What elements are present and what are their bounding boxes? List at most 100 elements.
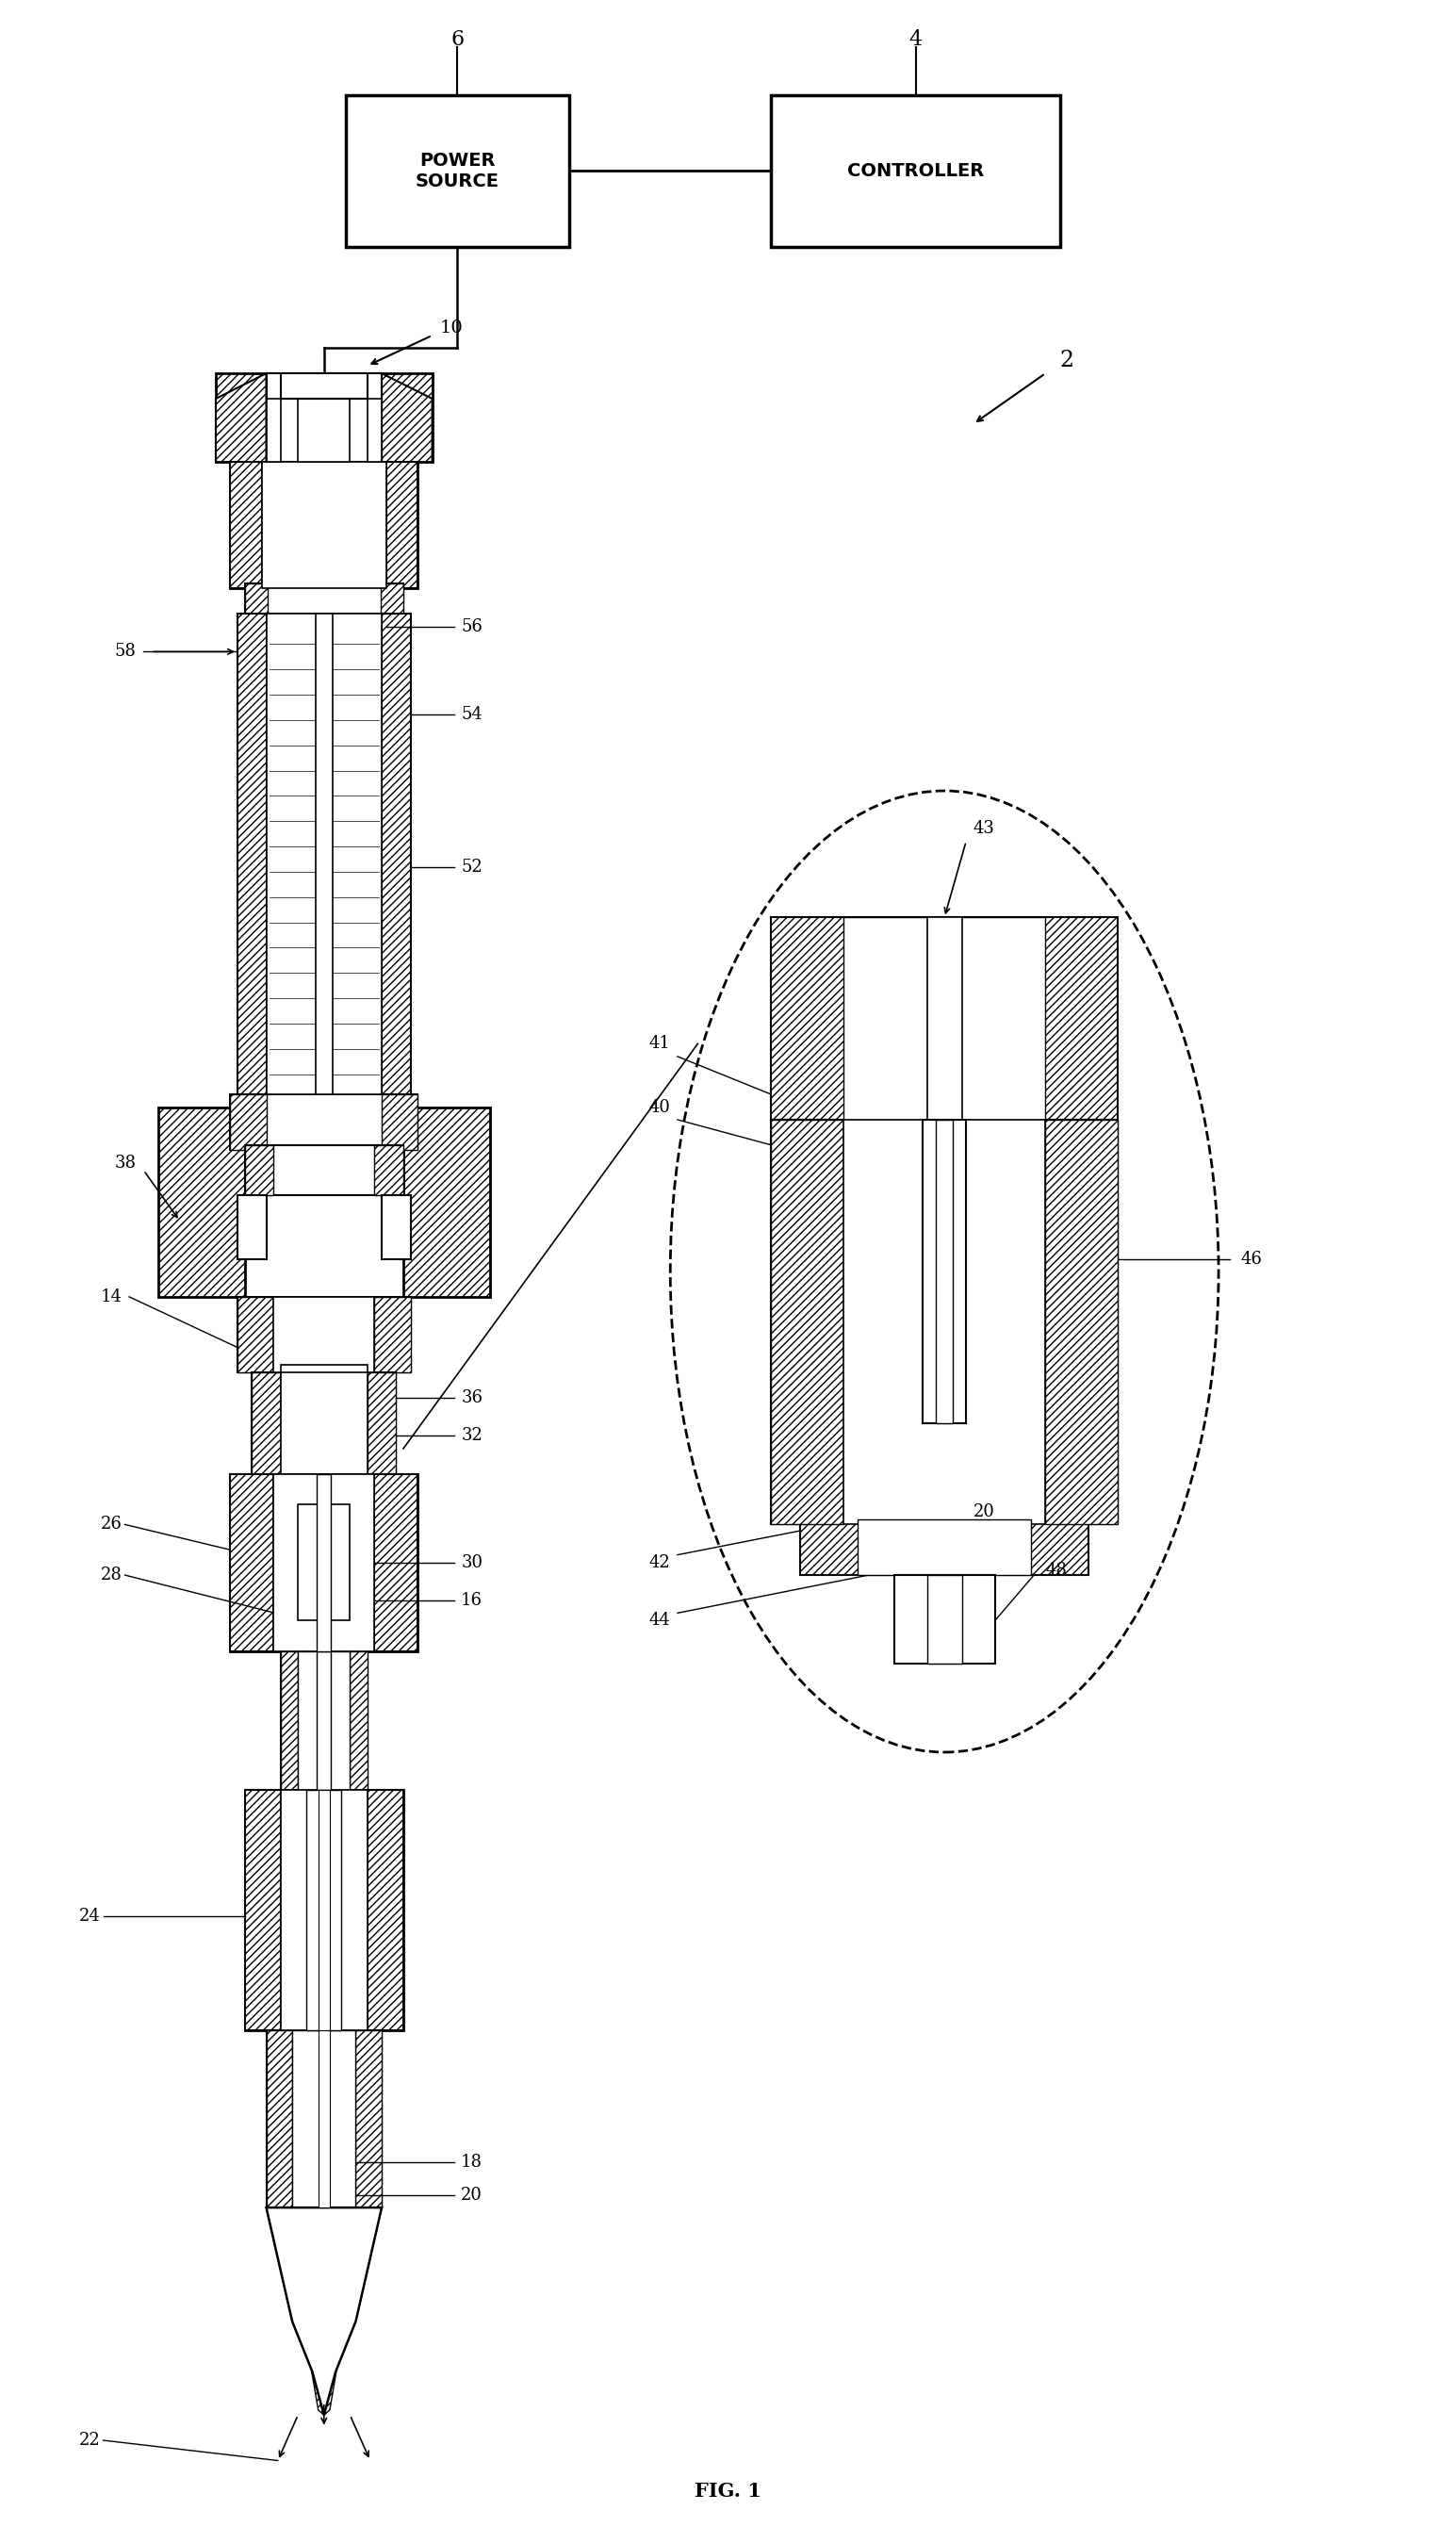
Bar — [230, 1093, 266, 1149]
Text: 20: 20 — [973, 1503, 994, 1521]
Bar — [319, 2029, 329, 2207]
Text: 16: 16 — [462, 1592, 483, 1610]
Text: 2: 2 — [1060, 351, 1075, 371]
Text: 40: 40 — [649, 1099, 670, 1116]
Bar — [281, 374, 367, 399]
Bar — [298, 374, 349, 463]
Bar — [245, 582, 403, 613]
Bar — [252, 1373, 396, 1475]
Bar — [237, 1195, 266, 1259]
Text: 18: 18 — [462, 2154, 483, 2172]
Bar — [159, 1106, 245, 1297]
Bar — [307, 1790, 341, 2029]
Bar — [230, 463, 262, 587]
Bar — [801, 1518, 1089, 1574]
Text: 38: 38 — [115, 1155, 137, 1172]
Bar — [262, 463, 386, 587]
Bar — [293, 2029, 355, 2207]
Polygon shape — [266, 2207, 325, 2416]
Bar — [215, 374, 432, 463]
Bar — [772, 918, 1118, 1119]
Bar — [355, 2029, 381, 2207]
Bar — [237, 1297, 411, 1373]
Text: 30: 30 — [462, 1554, 483, 1572]
Bar — [266, 374, 381, 463]
Bar — [281, 1650, 298, 1790]
Polygon shape — [381, 374, 432, 463]
Bar — [230, 1475, 418, 1650]
Bar — [858, 1518, 1031, 1574]
Text: 28: 28 — [100, 1566, 122, 1584]
Bar — [381, 1195, 411, 1259]
Bar — [237, 1297, 274, 1373]
Bar — [266, 613, 381, 1093]
Bar — [374, 1144, 403, 1195]
Bar — [237, 613, 266, 1093]
Bar — [281, 1650, 367, 1790]
Bar — [274, 1475, 374, 1650]
Text: 36: 36 — [462, 1388, 483, 1406]
Text: POWER
SOURCE: POWER SOURCE — [415, 153, 499, 191]
Bar — [266, 2029, 381, 2207]
Polygon shape — [772, 1119, 843, 1523]
Bar — [266, 399, 281, 463]
Bar — [367, 1373, 396, 1475]
Bar — [386, 463, 418, 587]
Text: 54: 54 — [462, 707, 482, 722]
Polygon shape — [215, 374, 266, 463]
Text: 24: 24 — [79, 1907, 100, 1925]
Bar — [927, 1574, 962, 1663]
Bar — [298, 1505, 349, 1620]
Text: 44: 44 — [649, 1612, 670, 1630]
Text: 43: 43 — [973, 821, 994, 837]
Bar — [927, 918, 962, 1119]
Bar — [252, 1373, 281, 1475]
Text: 52: 52 — [462, 857, 482, 875]
Bar — [245, 1144, 274, 1195]
Bar — [374, 1297, 411, 1373]
Text: 10: 10 — [440, 320, 463, 336]
Bar — [345, 94, 569, 247]
Bar — [381, 613, 411, 1093]
Bar — [380, 582, 403, 613]
Bar — [274, 1297, 374, 1373]
Text: 48: 48 — [1045, 1561, 1067, 1579]
Bar — [230, 463, 418, 587]
Text: CONTROLLER: CONTROLLER — [847, 163, 984, 181]
Bar — [894, 1574, 994, 1663]
Polygon shape — [266, 2207, 381, 2416]
Bar — [403, 1106, 489, 1297]
Text: 6: 6 — [451, 28, 464, 51]
Bar — [230, 1475, 274, 1650]
Bar — [936, 1119, 954, 1424]
Bar — [245, 1790, 403, 2029]
Text: 4: 4 — [909, 28, 922, 51]
Polygon shape — [1045, 1119, 1118, 1523]
Bar — [281, 1790, 367, 2029]
Bar — [230, 1093, 418, 1149]
Text: FIG. 1: FIG. 1 — [695, 2482, 761, 2500]
Text: 42: 42 — [649, 1554, 670, 1572]
Text: 26: 26 — [100, 1516, 122, 1533]
Polygon shape — [325, 2207, 381, 2416]
Text: 46: 46 — [1241, 1251, 1262, 1266]
Bar — [843, 918, 1045, 1119]
Bar — [367, 399, 381, 463]
Bar — [923, 1119, 967, 1424]
Bar — [245, 582, 268, 613]
Bar — [245, 1790, 281, 2029]
Text: 14: 14 — [100, 1289, 122, 1305]
Text: 20: 20 — [462, 2187, 482, 2202]
Bar — [381, 1093, 418, 1149]
Bar — [316, 613, 332, 1093]
Bar — [772, 94, 1060, 247]
Bar — [843, 1119, 1045, 1523]
Bar — [367, 1790, 403, 2029]
Bar — [772, 1119, 843, 1523]
Text: 56: 56 — [462, 618, 482, 636]
Bar — [317, 1650, 331, 1790]
Bar — [349, 1650, 367, 1790]
Bar — [266, 2029, 293, 2207]
Bar — [319, 1790, 329, 2029]
Bar — [298, 1650, 349, 1790]
